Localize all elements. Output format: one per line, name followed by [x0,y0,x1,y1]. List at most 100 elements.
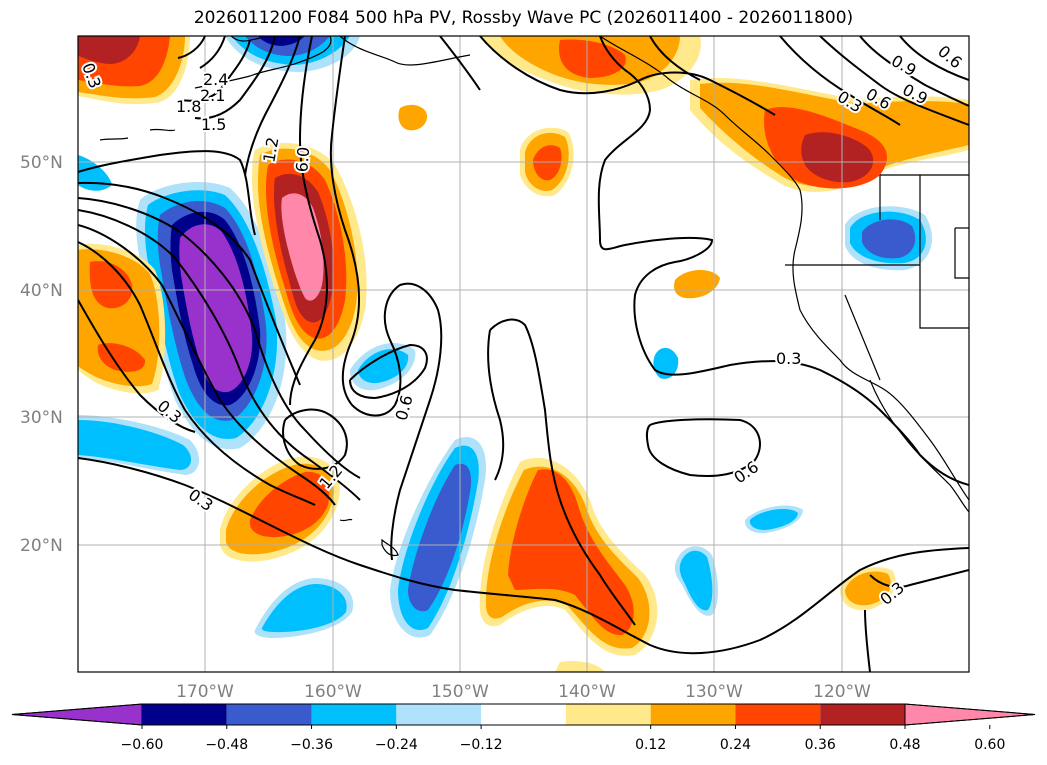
negative-anomaly [78,420,192,470]
positive-anomaly [674,269,720,299]
contour-label: 2.1 [200,86,225,105]
positive-anomaly [801,132,874,183]
positive-anomaly [508,469,634,636]
contour-line [487,329,505,481]
colorbar-tick-label: 0.12 [635,737,666,753]
contour-line [194,36,276,120]
contour-label: 0.6 [392,393,417,423]
contour-line [244,36,301,176]
contour-label: 6.0 [292,146,313,173]
contour-label: 0.6 [730,457,762,487]
contour-line [439,36,481,91]
colorbar-segment [396,704,482,725]
page-title: 2026011200 F084 500 hPa PV, Rossby Wave … [193,8,854,28]
contour-line [479,36,776,116]
contour-line [78,150,256,236]
coastlines [99,36,969,557]
contour-label: 1.5 [201,115,226,134]
positive-anomaly [97,343,146,372]
positive-anomaly [89,261,133,309]
negative-anomaly [679,550,713,611]
colorbar-tick-label: 0.48 [889,737,920,753]
contour-line [489,318,636,626]
positive-anomaly [249,471,330,538]
negative-anomaly [258,36,305,46]
contour-line [899,36,969,81]
contour-label: 0.9 [888,51,920,80]
colorbar-segment [735,704,821,725]
longitude-labels: 170°W 160°W 150°W 140°W 130°W 120°W [176,682,871,702]
contour-line [78,299,196,433]
colorbar-segment [820,704,905,725]
contour-line [78,457,969,655]
colorbar-tick-label: −0.60 [121,737,164,753]
negative-anomaly [78,155,112,191]
contour-line [349,343,428,400]
negative-anomaly [261,584,347,633]
lon-label-150w: 150°W [431,682,489,702]
colorbar-tick-label: −0.36 [290,737,333,753]
contour-line [78,224,336,506]
negative-anomaly [408,463,472,612]
lat-label-20n: 20°N [20,536,63,556]
shaded-anomalies [78,36,969,672]
positive-anomaly [398,104,428,131]
colorbar: −0.60 −0.48 −0.36 −0.24 −0.12 0.12 0.24 0.36 0.4… [11,703,1036,753]
colorbar-tick-label: 0.24 [720,737,751,753]
contour-line [78,197,361,479]
contour-line [329,36,443,561]
lon-label-160w: 160°W [304,682,362,702]
negative-anomaly [653,347,679,379]
colorbar-segment [481,704,566,725]
colorbar-extend-min [11,703,143,726]
lat-label-30n: 30°N [20,408,63,428]
positive-anomaly [78,36,140,64]
contour-line [859,36,969,107]
contour-line [645,418,761,478]
colorbar-tick-label: −0.48 [205,737,248,753]
colorbar-segment [565,704,651,725]
contour-label: 0.3 [776,349,801,368]
lat-label-40n: 40°N [20,281,63,301]
contour-label: 0.3 [185,485,217,515]
contour-line [779,36,901,126]
latitude-labels: 50°N 40°N 30°N 20°N [20,153,63,556]
map-frame [77,35,970,673]
colorbar-tick-label: −0.12 [460,737,503,753]
contour-line [282,408,348,470]
negative-anomaly [358,349,409,384]
colorbar-extend-max [904,703,1036,726]
contour-line [78,181,301,386]
lon-label-120w: 120°W [813,682,871,702]
positive-anomaly [533,145,562,181]
negative-anomaly [179,224,253,393]
contour-line [864,609,871,672]
contour-line [597,36,969,486]
contour-line [78,241,316,506]
colorbar-segment [650,704,736,725]
contour-line [869,569,969,588]
lat-label-50n: 50°N [20,153,63,173]
gridlines [78,36,969,672]
contour-line [179,39,251,102]
contour-lines [78,36,969,672]
contour-line [289,36,328,406]
contour-label: 1.8 [176,97,201,116]
lon-label-170w: 170°W [176,682,234,702]
negative-anomaly [749,509,798,530]
positive-anomaly [559,39,626,78]
lon-label-130w: 130°W [685,682,743,702]
contour-label: 2.4 [203,70,228,89]
contour-line [819,36,969,126]
colorbar-segment [226,704,312,725]
contour-line [177,36,206,59]
colorbar-tick-label: −0.24 [375,737,418,753]
colorbar-tick-label: 0.60 [974,737,1005,753]
lon-label-140w: 140°W [558,682,616,702]
colorbar-segment [142,704,227,725]
positive-anomaly [845,571,891,606]
colorbar-segment [311,704,397,725]
contour-line [199,36,226,69]
positive-anomaly [555,661,605,672]
